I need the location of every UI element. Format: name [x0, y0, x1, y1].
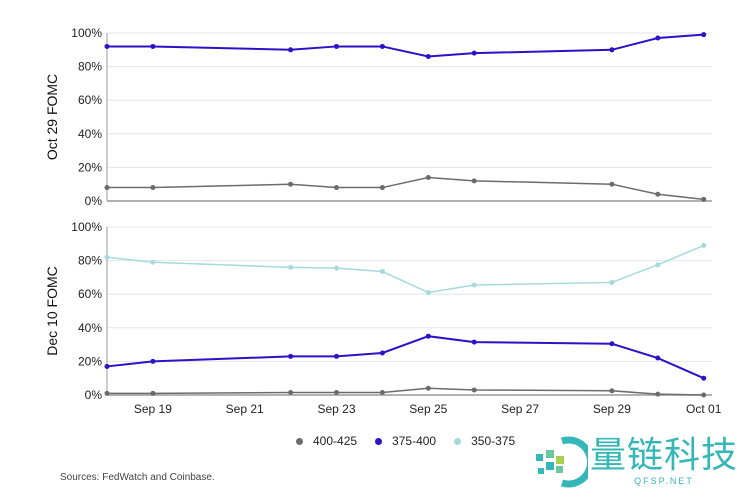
data-point-400-425: [609, 181, 615, 187]
y-tick-label: 60%: [78, 93, 102, 107]
data-point-375-400: [104, 363, 110, 369]
data-point-400-425: [288, 389, 294, 395]
data-point-400-425: [425, 385, 431, 391]
data-point-400-425: [471, 387, 477, 393]
data-point-375-400: [334, 43, 339, 49]
legend-label: 375-400: [392, 434, 437, 448]
data-point-400-425: [379, 389, 385, 395]
y-tick-label: 60%: [78, 287, 102, 301]
data-point-400-425: [655, 391, 661, 397]
series-line-375-400: [106, 335, 705, 380]
data-point-350-375: [334, 265, 339, 271]
watermark-text: 量链科技: [590, 434, 739, 475]
legend-dot: [296, 437, 303, 445]
data-point-400-425: [104, 390, 110, 396]
y-tick-label: 80%: [78, 254, 102, 268]
data-point-350-375: [150, 259, 156, 265]
y-axis-label: Oct 29 FOMC: [44, 74, 60, 160]
data-point-400-425: [655, 191, 661, 197]
data-point-375-400: [609, 341, 615, 347]
data-point-350-375: [379, 269, 385, 275]
legend: 400-425 375-400 350-375: [296, 434, 515, 448]
y-axis-label: Dec 10 FOMC: [44, 266, 60, 355]
logo-icon: [536, 436, 588, 488]
series-line-400-425: [107, 387, 704, 396]
data-point-400-425: [334, 389, 339, 395]
data-point-375-400: [334, 353, 339, 359]
source-note: Sources: FedWatch and Coinbase.: [60, 472, 215, 483]
data-point-375-400: [288, 353, 294, 359]
data-point-350-375: [425, 290, 431, 296]
series-line-375-400: [107, 33, 704, 58]
data-point-375-400: [655, 355, 661, 361]
data-point-400-425: [334, 185, 339, 191]
data-point-375-400: [609, 47, 615, 53]
data-point-375-400: [701, 32, 707, 38]
data-point-400-425: [609, 388, 615, 394]
data-point-375-400: [150, 358, 156, 364]
watermark-text-group: 量链科技 QFSP.NET: [590, 436, 738, 487]
legend-label: 400-425: [313, 434, 358, 448]
data-point-375-400: [379, 43, 385, 49]
data-point-400-425: [288, 181, 294, 187]
legend-item-400-425: 400-425: [296, 434, 357, 448]
data-point-375-400: [655, 35, 661, 41]
data-point-350-375: [701, 242, 707, 248]
legend-dot: [375, 437, 383, 445]
watermark-sub: QFSP.NET: [634, 476, 694, 486]
data-point-350-375: [471, 282, 477, 288]
chart: 0% 20% 40% 60% 80% 100% Oct 29 FOMC 0% 20% 40% 60%…: [44, 26, 722, 416]
y-tick-label: 40%: [78, 321, 102, 335]
data-point-375-400: [471, 339, 477, 345]
data-point-375-400: [150, 43, 156, 49]
y-tick-label: 40%: [78, 127, 102, 141]
legend-item-375-400: 375-400: [375, 434, 436, 448]
data-point-400-425: [150, 390, 156, 396]
x-tick-label: Sep 27: [501, 402, 539, 416]
data-point-400-425: [104, 185, 110, 191]
data-point-400-425: [701, 196, 707, 202]
series-line-400-425: [107, 176, 704, 201]
y-tick-label: 0%: [85, 388, 103, 402]
data-point-350-375: [288, 264, 294, 270]
data-point-400-425: [150, 185, 156, 191]
data-point-375-400: [104, 43, 110, 49]
x-tick-label: Sep 29: [593, 402, 631, 416]
data-point-400-425: [425, 174, 431, 180]
data-point-400-425: [471, 178, 477, 184]
data-point-350-375: [655, 262, 661, 268]
data-point-375-400: [425, 54, 431, 60]
data-point-350-375: [609, 279, 615, 285]
y-tick-label: 100%: [71, 26, 102, 40]
y-tick-label: 100%: [71, 220, 102, 234]
data-point-400-425: [701, 392, 707, 398]
x-tick-label: Sep 19: [134, 402, 172, 416]
data-point-375-400: [288, 47, 294, 53]
legend-item-350-375: 350-375: [454, 434, 515, 448]
y-tick-label: 80%: [78, 60, 102, 74]
y-tick-label: 20%: [78, 160, 102, 174]
legend-label: 350-375: [471, 434, 516, 448]
x-tick-label: Sep 25: [409, 402, 447, 416]
series-line-350-375: [106, 244, 704, 294]
y-tick-label: 0%: [85, 194, 103, 208]
data-point-350-375: [104, 254, 110, 260]
x-tick-label: Sep 23: [317, 402, 355, 416]
data-point-375-400: [701, 375, 707, 381]
x-tick-label: Sep 21: [226, 402, 264, 416]
watermark-logo: 量链科技 QFSP.NET: [532, 436, 738, 488]
legend-dot: [454, 437, 462, 445]
y-tick-label: 20%: [78, 354, 102, 368]
data-point-375-400: [379, 350, 385, 356]
x-tick-label: Oct 01: [686, 402, 722, 416]
data-point-375-400: [425, 333, 431, 339]
data-point-400-425: [379, 185, 385, 191]
data-point-375-400: [471, 50, 477, 56]
